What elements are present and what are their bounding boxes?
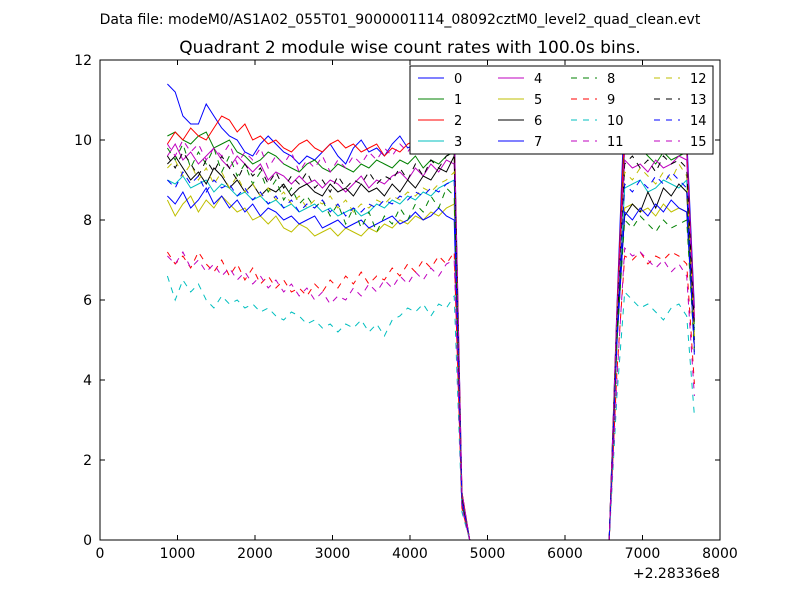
series-layer (166, 83, 695, 540)
legend-label-5: 5 (534, 93, 542, 108)
legend-label-2: 2 (454, 114, 462, 129)
y-tick-label: 4 (83, 373, 92, 389)
legend-label-12: 12 (690, 72, 707, 87)
chart-title: Quadrant 2 module wise count rates with … (179, 38, 640, 58)
series-line-10 (166, 275, 695, 540)
series-line-7 (167, 186, 695, 540)
x-tick-label: 7000 (625, 546, 661, 562)
ticks-layer: 0 1000 2000 3000 4000 5000 6000 7000 80000246810… (74, 53, 738, 562)
x-tick-label: 4000 (392, 546, 428, 562)
y-tick-label: 0 (83, 533, 92, 549)
legend-label-4: 4 (534, 72, 542, 87)
legend-label-0: 0 (454, 72, 462, 87)
series-line-14 (167, 170, 695, 540)
series-line-13 (166, 150, 695, 540)
legend-label-11: 11 (607, 135, 624, 150)
legend-label-1: 1 (454, 93, 462, 108)
legend-label-8: 8 (607, 72, 615, 87)
legend-box (409, 65, 714, 155)
x-tick-label: 3000 (315, 546, 351, 562)
x-tick-label: 6000 (547, 546, 583, 562)
x-offset-label: +2.28336e8 (633, 566, 720, 582)
y-tick-label: 2 (83, 453, 92, 469)
legend-label-9: 9 (607, 93, 615, 108)
series-line-12 (167, 159, 695, 540)
legend-label-15: 15 (690, 135, 707, 150)
y-tick-label: 12 (74, 53, 92, 69)
y-tick-label: 6 (83, 293, 92, 309)
x-tick-label: 1000 (160, 546, 196, 562)
legend-label-3: 3 (454, 135, 462, 150)
series-line-4 (166, 142, 695, 540)
x-tick-label: 5000 (470, 546, 506, 562)
series-line-3 (167, 175, 695, 540)
legend-label-14: 14 (690, 114, 707, 129)
y-tick-label: 8 (83, 213, 92, 229)
series-line-11 (167, 246, 695, 540)
x-tick-label: 8000 (702, 546, 738, 562)
x-tick-label: 2000 (237, 546, 273, 562)
x-tick-label: 0 (96, 546, 105, 562)
legend-label-13: 13 (690, 93, 707, 108)
legend-label-6: 6 (534, 114, 542, 129)
series-line-5 (166, 195, 695, 540)
y-tick-label: 10 (74, 133, 92, 149)
chart-suptitle: Data file: modeM0/AS1A02_055T01_90000011… (100, 12, 701, 28)
legend-label-10: 10 (607, 114, 624, 129)
legend-label-7: 7 (534, 135, 542, 150)
